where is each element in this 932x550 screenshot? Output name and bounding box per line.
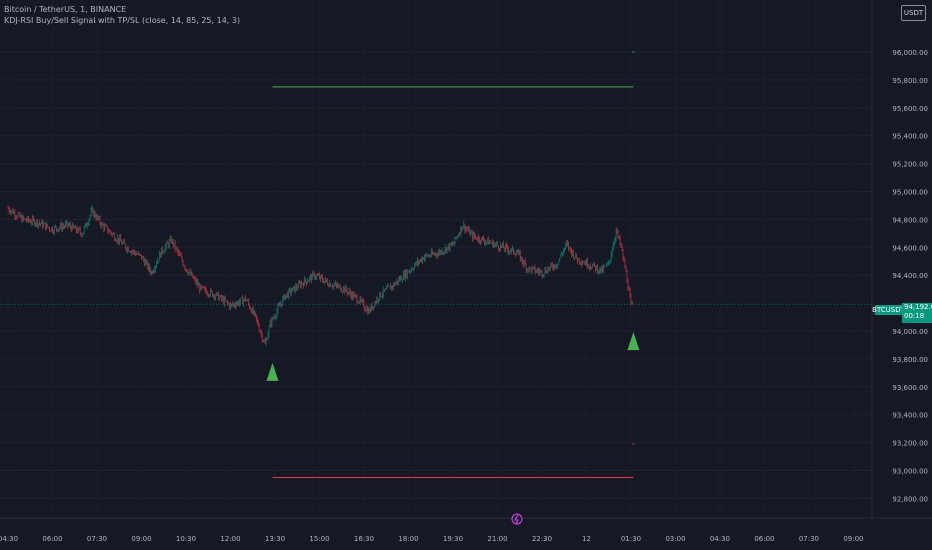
time-tick-label: 07:30 <box>87 535 107 543</box>
price-tick-label: 95,400.00 <box>892 133 928 141</box>
price-axis[interactable]: 96,000.00 95,800.00 95,600.00 95,400.00 95,2… <box>892 49 928 503</box>
event-marker-icon[interactable] <box>511 513 523 525</box>
price-tick-label: 93,600.00 <box>892 384 928 392</box>
chart-grid <box>0 51 872 499</box>
symbol-title[interactable]: Bitcoin / TetherUS, 1, BINANCE <box>4 5 127 14</box>
time-tick-label: 04:30 <box>710 535 730 543</box>
time-tick-label: 09:00 <box>131 535 151 543</box>
last-price-badge: 94,192.00 00:18 <box>902 303 932 323</box>
time-tick-label: 03:00 <box>665 535 685 543</box>
price-tick-label: 94,000.00 <box>892 328 928 336</box>
time-tick-label: 15:00 <box>309 535 329 543</box>
time-axis[interactable]: 04:30 06:00 07:30 09:00 10:30 12:00 13:30 15:00… <box>0 535 864 543</box>
price-tick-label: 95,600.00 <box>892 105 928 113</box>
price-tick-label: 93,000.00 <box>892 468 928 476</box>
time-tick-label: 09:00 <box>843 535 863 543</box>
time-tick-label: 04:30 <box>0 535 18 543</box>
price-tick-label: 95,000.00 <box>892 189 928 197</box>
price-tick-label: 94,400.00 <box>892 272 928 280</box>
price-tick-label: 92,800.00 <box>892 495 928 503</box>
time-tick-label: 21:00 <box>487 535 507 543</box>
symbol-price-badge: BTCUSDT <box>872 305 905 315</box>
buy-signal-arrow-icon <box>627 332 640 351</box>
time-tick-label: 01:30 <box>621 535 641 543</box>
time-tick-label: 06:00 <box>754 535 774 543</box>
time-tick-label: 12:00 <box>220 535 240 543</box>
buy-signals <box>266 332 640 381</box>
price-tick-label: 95,800.00 <box>892 77 928 85</box>
indicator-title[interactable]: KDJ-RSI Buy/Sell Signal with TP/SL (clos… <box>4 16 241 25</box>
time-tick-label: 18:00 <box>398 535 418 543</box>
buy-signal-arrow-icon <box>266 362 279 381</box>
bar-countdown: 00:18 <box>904 312 925 320</box>
price-tick-label: 93,400.00 <box>892 412 928 420</box>
time-tick-label: 06:00 <box>42 535 62 543</box>
time-tick-label: 12 <box>582 535 591 543</box>
time-tick-label: 22:30 <box>532 535 552 543</box>
tp-sl-levels <box>272 51 635 478</box>
time-tick-label: 19:30 <box>443 535 463 543</box>
price-tick-label: 94,800.00 <box>892 216 928 224</box>
price-tick-label: 93,200.00 <box>892 440 928 448</box>
price-tick-label: 95,200.00 <box>892 161 928 169</box>
currency-button[interactable]: USDT <box>901 5 926 21</box>
time-tick-label: 13:30 <box>265 535 285 543</box>
last-price-value: 94,192.00 <box>904 303 932 311</box>
time-tick-label: 10:30 <box>176 535 196 543</box>
price-tick-label: 93,800.00 <box>892 356 928 364</box>
candles <box>7 205 634 347</box>
price-tick-label: 94,600.00 <box>892 244 928 252</box>
price-tick-label: 96,000.00 <box>892 49 928 57</box>
time-tick-label: 07:30 <box>799 535 819 543</box>
time-tick-label: 16:30 <box>354 535 374 543</box>
